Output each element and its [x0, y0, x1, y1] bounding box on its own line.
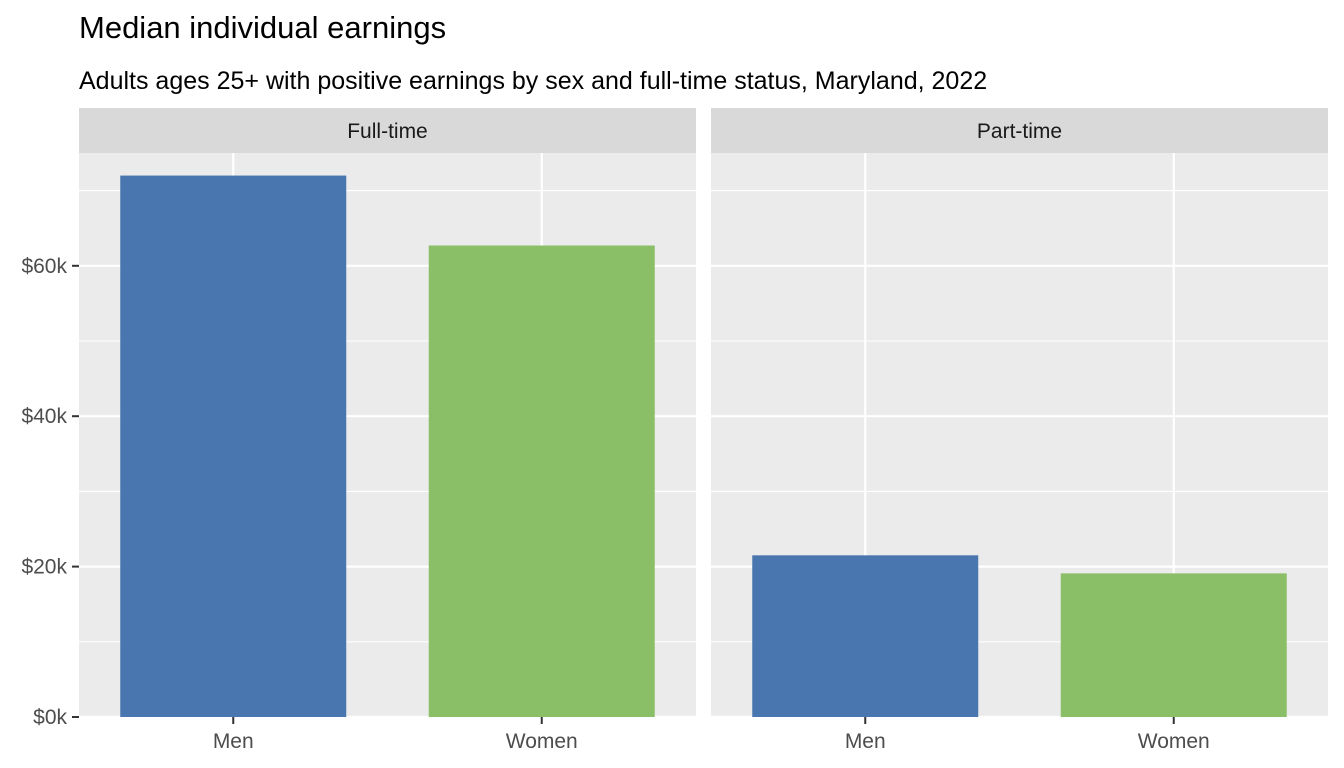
bar-full-time-women	[428, 245, 655, 717]
x-tick-label-women: Women	[506, 730, 578, 753]
facet-strip-full-time	[79, 108, 696, 153]
bar-full-time-men	[120, 175, 347, 717]
facet-label-full-time: Full-time	[347, 120, 428, 143]
x-tick-label-men: Men	[213, 730, 254, 753]
y-tick-label: $20k	[21, 556, 67, 579]
x-tick-label-men: Men	[845, 730, 886, 753]
x-tick-label-women: Women	[1138, 730, 1210, 753]
bar-part-time-men	[752, 555, 979, 717]
chart-title: Median individual earnings	[79, 10, 447, 45]
y-tick-label: $0k	[33, 706, 67, 729]
y-tick-label: $40k	[21, 405, 67, 428]
y-tick-label: $60k	[21, 255, 67, 278]
bar-part-time-women	[1060, 573, 1287, 717]
facet-label-part-time: Part-time	[977, 120, 1062, 143]
facet-strip-part-time	[711, 108, 1328, 153]
chart-subtitle: Adults ages 25+ with positive earnings b…	[79, 67, 988, 95]
